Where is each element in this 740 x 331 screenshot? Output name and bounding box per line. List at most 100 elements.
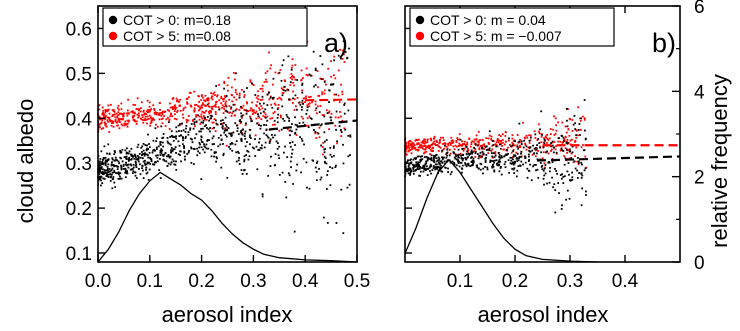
scatter-point	[501, 133, 504, 136]
scatter-point	[149, 122, 152, 125]
scatter-point	[559, 149, 562, 152]
scatter-point	[432, 154, 435, 157]
scatter-point	[539, 128, 541, 131]
scatter-point	[325, 162, 328, 165]
scatter-point	[489, 161, 492, 163]
scatter-point	[145, 153, 148, 156]
scatter-point	[224, 134, 227, 136]
scatter-point	[248, 155, 251, 158]
scatter-point	[274, 123, 276, 126]
scatter-point	[571, 178, 574, 181]
scatter-point	[432, 157, 435, 159]
scatter-point	[102, 177, 105, 180]
scatter-point	[485, 145, 488, 148]
y2-tick-label: 6	[694, 0, 705, 18]
scatter-point	[175, 168, 178, 171]
scatter-point	[446, 159, 449, 162]
scatter-point	[407, 172, 410, 175]
scatter-point	[104, 163, 107, 166]
scatter-point	[272, 112, 275, 115]
scatter-point	[111, 114, 114, 116]
scatter-point	[254, 138, 256, 140]
scatter-point	[520, 152, 522, 155]
scatter-point	[270, 64, 273, 67]
scatter-point	[323, 115, 326, 118]
scatter-point	[452, 145, 455, 148]
scatter-point	[502, 141, 504, 144]
scatter-point	[178, 105, 181, 107]
scatter-point	[332, 74, 335, 77]
scatter-point	[175, 160, 177, 163]
scatter-point	[470, 164, 473, 167]
scatter-point	[554, 211, 557, 214]
scatter-point	[454, 157, 457, 160]
scatter-point	[551, 157, 554, 160]
scatter-point	[436, 144, 439, 147]
scatter-point	[198, 95, 200, 98]
scatter-point	[174, 113, 176, 116]
scatter-point	[272, 136, 274, 139]
scatter-point	[427, 168, 430, 170]
scatter-point	[466, 150, 469, 153]
scatter-point	[251, 110, 254, 113]
scatter-point	[577, 162, 580, 164]
scatter-point	[245, 122, 247, 125]
scatter-point	[104, 117, 107, 119]
scatter-point	[449, 152, 452, 155]
scatter-point	[135, 158, 138, 161]
scatter-point	[114, 116, 117, 119]
scatter-point	[118, 108, 120, 111]
scatter-point	[562, 136, 565, 139]
scatter-point	[423, 138, 426, 141]
scatter-point	[323, 131, 326, 134]
scatter-point	[437, 156, 440, 159]
scatter-point	[419, 165, 422, 168]
scatter-point	[116, 121, 119, 123]
scatter-point	[331, 167, 334, 169]
scatter-point	[306, 74, 309, 77]
scatter-series-second	[404, 99, 587, 214]
scatter-point	[260, 105, 263, 107]
scatter-point	[136, 113, 139, 116]
scatter-point	[479, 156, 482, 159]
scatter-point	[544, 139, 546, 142]
scatter-point	[491, 156, 494, 159]
scatter-point	[421, 141, 424, 144]
scatter-point	[572, 123, 575, 126]
scatter-point	[497, 160, 500, 163]
scatter-point	[137, 157, 140, 160]
fit-line-1	[536, 155, 681, 162]
scatter-point	[286, 116, 289, 118]
scatter-point	[171, 115, 174, 118]
scatter-point	[144, 152, 146, 155]
scatter-point	[455, 164, 458, 167]
scatter-point	[498, 134, 501, 136]
scatter-point	[337, 116, 340, 119]
scatter-point	[143, 119, 145, 122]
scatter-point	[164, 125, 167, 127]
scatter-point	[190, 161, 193, 164]
scatter-point	[457, 162, 460, 164]
scatter-point	[175, 126, 178, 129]
scatter-point	[266, 135, 269, 138]
scatter-point	[244, 124, 247, 126]
scatter-point	[414, 169, 417, 172]
scatter-point	[323, 92, 326, 95]
scatter-point	[112, 120, 115, 123]
scatter-point	[438, 163, 441, 166]
scatter-point	[424, 167, 427, 170]
scatter-point	[581, 174, 584, 177]
scatter-point	[207, 97, 209, 99]
scatter-point	[149, 163, 152, 165]
scatter-point	[321, 93, 324, 96]
scatter-point	[183, 151, 186, 154]
scatter-point	[174, 108, 177, 111]
scatter-point	[456, 145, 458, 148]
scatter-point	[170, 130, 173, 133]
scatter-point	[412, 142, 415, 145]
scatter-point	[304, 101, 306, 104]
scatter-point	[108, 152, 111, 155]
scatter-point	[103, 115, 105, 118]
y-tick-label: 0.4	[66, 109, 93, 130]
scatter-point	[539, 146, 541, 149]
